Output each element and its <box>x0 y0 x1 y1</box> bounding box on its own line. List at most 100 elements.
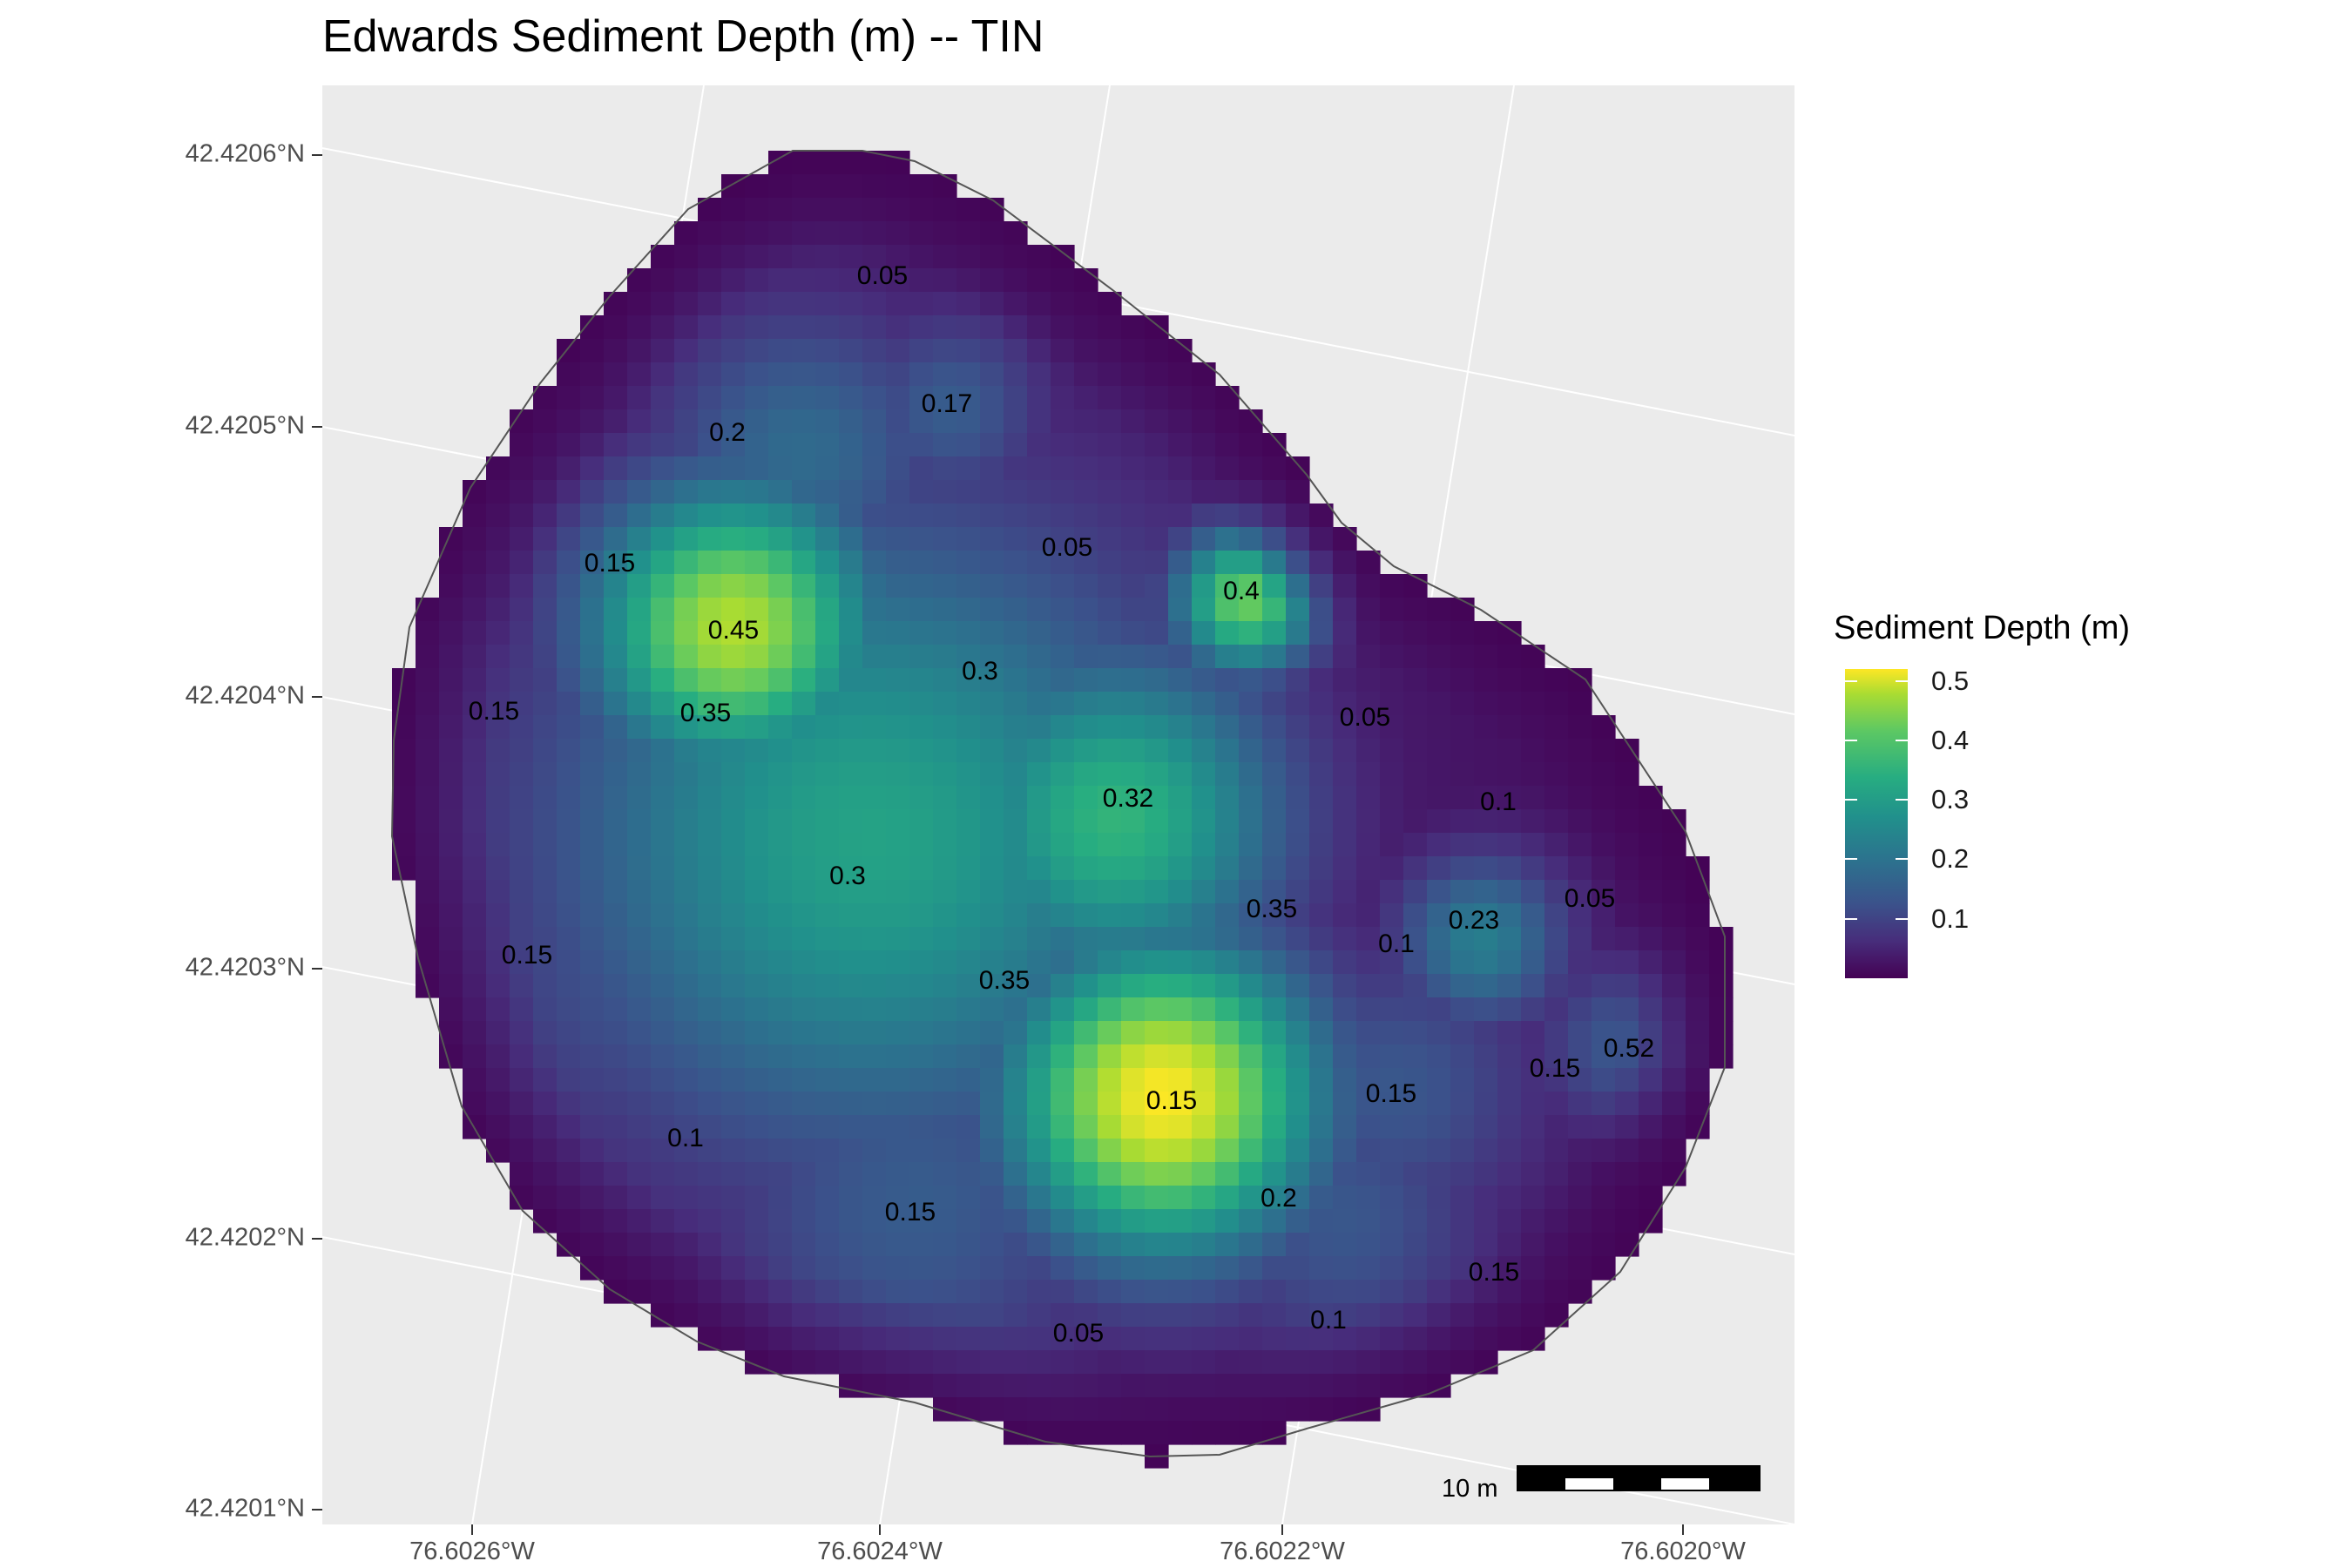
raster-cell <box>1004 409 1028 434</box>
raster-cell <box>815 433 840 457</box>
raster-cell <box>1168 974 1193 998</box>
raster-cell <box>510 504 534 528</box>
raster-cell <box>1544 1303 1569 1328</box>
raster-cell <box>1215 480 1240 504</box>
raster-cell <box>604 645 628 669</box>
raster-cell <box>486 880 510 904</box>
raster-cell <box>980 433 1004 457</box>
y-axis: 42.4206°N42.4205°N42.4204°N42.4203°N42.4… <box>186 140 322 1523</box>
raster-cell <box>510 1068 534 1092</box>
raster-cell <box>1098 433 1122 457</box>
raster-cell <box>1239 1397 1263 1422</box>
raster-cell <box>651 504 675 528</box>
raster-cell <box>745 574 769 598</box>
raster-cell <box>510 856 534 881</box>
raster-cell <box>533 1186 558 1210</box>
raster-cell <box>1051 1162 1075 1186</box>
raster-cell <box>1474 1044 1498 1069</box>
raster-cell <box>768 1021 793 1045</box>
raster-cell <box>1192 1115 1216 1139</box>
raster-cell <box>674 551 699 575</box>
raster-cell <box>416 809 440 834</box>
raster-cell <box>604 1233 628 1257</box>
raster-cell <box>651 551 675 575</box>
raster-cell <box>1215 433 1240 457</box>
raster-cell <box>1309 903 1334 928</box>
raster-cell <box>1145 551 1169 575</box>
raster-cell <box>1309 974 1334 998</box>
raster-cell <box>1568 1209 1592 1233</box>
raster-cell <box>1286 1350 1310 1375</box>
raster-cell <box>463 504 487 528</box>
raster-cell <box>1380 1186 1404 1210</box>
raster-cell <box>1568 950 1592 975</box>
depth-label: 0.4 <box>1223 577 1260 605</box>
raster-cell <box>1286 1374 1310 1398</box>
raster-cell <box>1239 504 1263 528</box>
raster-cell <box>886 315 910 340</box>
raster-cell <box>1427 1350 1451 1375</box>
raster-cell <box>1192 1092 1216 1116</box>
raster-cell <box>1004 456 1028 481</box>
raster-cell <box>1639 880 1663 904</box>
raster-cell <box>1592 927 1616 951</box>
raster-cell <box>1474 668 1498 693</box>
raster-cell <box>792 174 816 199</box>
raster-cell <box>533 1115 558 1139</box>
raster-cell <box>698 880 722 904</box>
raster-cell <box>463 974 487 998</box>
raster-cell <box>956 456 981 481</box>
raster-cell <box>1356 1280 1381 1304</box>
raster-cell <box>416 598 440 622</box>
raster-cell <box>1051 739 1075 763</box>
raster-cell <box>886 856 910 881</box>
raster-cell <box>839 362 863 387</box>
raster-cell <box>627 1233 652 1257</box>
raster-cell <box>1521 739 1545 763</box>
raster-cell <box>909 1021 934 1045</box>
raster-cell <box>674 1115 699 1139</box>
raster-cell <box>557 527 581 551</box>
raster-cell <box>1004 1280 1028 1304</box>
raster-cell <box>698 409 722 434</box>
raster-cell <box>1027 409 1051 434</box>
raster-cell <box>1168 1139 1193 1163</box>
raster-cell <box>627 315 652 340</box>
raster-cell <box>1450 927 1475 951</box>
depth-label: 0.05 <box>1053 1319 1104 1348</box>
raster-cell <box>1098 1044 1122 1069</box>
raster-cell <box>1145 1162 1169 1186</box>
raster-cell <box>956 692 981 716</box>
raster-cell <box>956 856 981 881</box>
raster-cell <box>1544 1115 1569 1139</box>
raster-cell <box>933 950 957 975</box>
raster-cell <box>815 1256 840 1281</box>
raster-cell <box>1286 598 1310 622</box>
raster-cell <box>1380 1162 1404 1186</box>
raster-cell <box>1215 739 1240 763</box>
raster-cell <box>698 504 722 528</box>
raster-cell <box>980 268 1004 293</box>
raster-cell <box>768 480 793 504</box>
raster-cell <box>862 927 887 951</box>
raster-cell <box>1004 551 1028 575</box>
raster-cell <box>557 950 581 975</box>
raster-cell <box>1592 809 1616 834</box>
raster-cell <box>980 339 1004 363</box>
raster-cell <box>745 221 769 246</box>
raster-cell <box>1192 1374 1216 1398</box>
raster-cell <box>1145 433 1169 457</box>
raster-cell <box>1639 1139 1663 1163</box>
raster-cell <box>1004 245 1028 269</box>
raster-cell <box>1403 1280 1428 1304</box>
raster-cell <box>1215 1374 1240 1398</box>
raster-cell <box>1639 927 1663 951</box>
raster-cell <box>1145 621 1169 645</box>
raster-cell <box>721 527 746 551</box>
raster-cell <box>1192 692 1216 716</box>
raster-cell <box>1544 762 1569 787</box>
raster-cell <box>1168 1115 1193 1139</box>
raster-cell <box>886 1233 910 1257</box>
raster-cell <box>1450 1280 1475 1304</box>
raster-cell <box>1215 880 1240 904</box>
